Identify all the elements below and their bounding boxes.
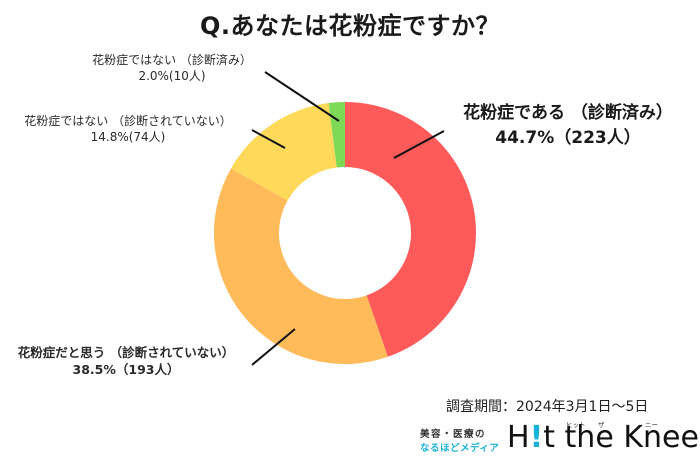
leader-line-orange xyxy=(251,328,296,366)
slice-red xyxy=(345,102,477,357)
label-red-value: 44.7%（223人） xyxy=(495,127,641,148)
logo-wordmark: H!t the Knee xyxy=(507,420,699,455)
leader-line-red xyxy=(393,130,445,159)
label-orange-name: 花粉症だと思う （診断されていない） xyxy=(17,345,235,360)
label-green-value: 2.0%(10人) xyxy=(138,69,206,84)
label-orange-value: 38.5%（193人） xyxy=(72,361,180,377)
label-red-name: 花粉症である （診断済み） xyxy=(463,103,673,123)
label-red: 花粉症である （診断済み） 44.7%（223人） xyxy=(436,101,700,150)
logo-ruby-hit: ヒット xyxy=(566,421,586,429)
donut-slices xyxy=(214,102,477,364)
leader-line-yellow xyxy=(251,129,286,149)
logo-rest: t the Knee xyxy=(543,420,699,455)
label-orange: 花粉症だと思う （診断されていない） 38.5%（193人） xyxy=(0,345,252,379)
label-yellow-name: 花粉症ではない （診断されていない） xyxy=(24,114,232,128)
label-yellow-value: 14.8%(74人) xyxy=(90,130,166,145)
logo-ruby-the: ザ xyxy=(598,421,605,429)
slice-yellow xyxy=(231,103,337,201)
logo-ruby-knee: ニー xyxy=(645,421,658,429)
leader-line-green xyxy=(264,71,340,122)
logo-bang: ! xyxy=(529,420,544,455)
leader-lines xyxy=(251,71,445,366)
logo-tagline-line1: 美容・医療の xyxy=(420,429,487,440)
label-yellow: 花粉症ではない （診断されていない） 14.8%(74人) xyxy=(0,113,256,145)
chart-title: Q.あなたは花粉症ですか？ xyxy=(199,12,501,40)
logo-tagline: 美容・医療の なるほどメディア xyxy=(420,428,499,456)
label-green-name: 花粉症ではない （診断済み） xyxy=(92,53,252,67)
label-green: 花粉症ではない （診断済み） 2.0%(10人) xyxy=(72,52,272,84)
logo-h: H xyxy=(507,420,530,455)
survey-period: 調査期間：2024年3月1日～5日 xyxy=(446,399,649,415)
slice-orange xyxy=(214,168,388,364)
slice-green xyxy=(328,102,345,168)
logo-tagline-line2: なるほどメディア xyxy=(420,443,500,454)
